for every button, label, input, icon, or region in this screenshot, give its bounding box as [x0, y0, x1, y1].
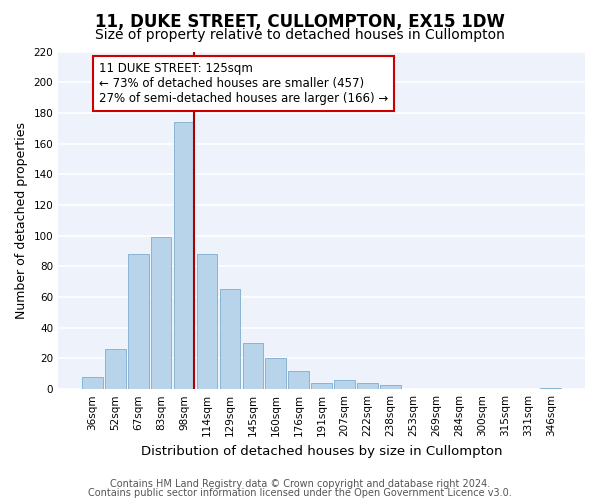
X-axis label: Distribution of detached houses by size in Cullompton: Distribution of detached houses by size … [141, 444, 502, 458]
Bar [265, 358, 286, 389]
Y-axis label: Number of detached properties: Number of detached properties [15, 122, 28, 319]
Text: 11 DUKE STREET: 125sqm
← 73% of detached houses are smaller (457)
27% of semi-de: 11 DUKE STREET: 125sqm ← 73% of detached… [100, 62, 389, 105]
Bar [242, 343, 263, 389]
Bar [380, 384, 401, 389]
Bar [174, 122, 194, 389]
Bar [105, 350, 125, 389]
Text: Size of property relative to detached houses in Cullompton: Size of property relative to detached ho… [95, 28, 505, 42]
Bar [82, 377, 103, 389]
Bar [334, 380, 355, 389]
Bar [151, 237, 172, 389]
Bar [357, 383, 378, 389]
Text: Contains HM Land Registry data © Crown copyright and database right 2024.: Contains HM Land Registry data © Crown c… [110, 479, 490, 489]
Text: Contains public sector information licensed under the Open Government Licence v3: Contains public sector information licen… [88, 488, 512, 498]
Bar [311, 383, 332, 389]
Bar [220, 290, 240, 389]
Bar [289, 371, 309, 389]
Bar [541, 388, 561, 389]
Bar [197, 254, 217, 389]
Bar [128, 254, 149, 389]
Text: 11, DUKE STREET, CULLOMPTON, EX15 1DW: 11, DUKE STREET, CULLOMPTON, EX15 1DW [95, 12, 505, 30]
